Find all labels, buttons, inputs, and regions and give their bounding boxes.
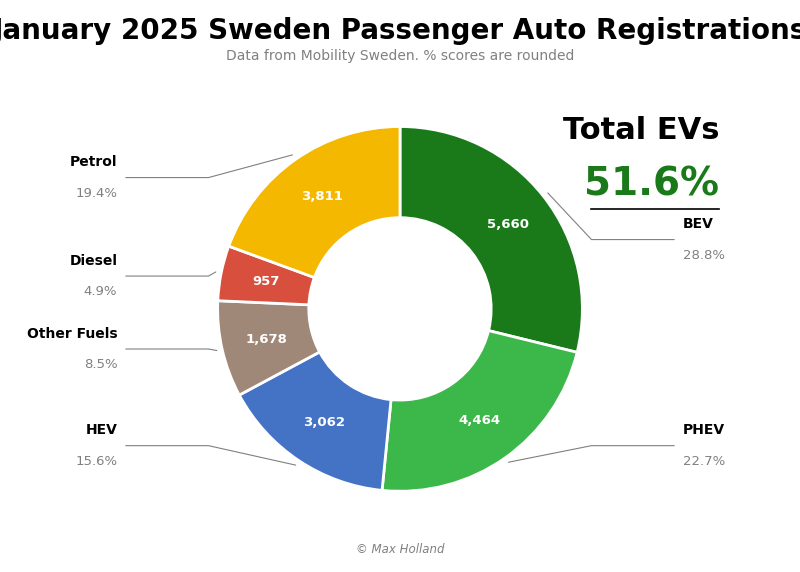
Text: January 2025 Sweden Passenger Auto Registrations: January 2025 Sweden Passenger Auto Regis… bbox=[0, 17, 800, 45]
Wedge shape bbox=[239, 352, 391, 490]
Text: 4.9%: 4.9% bbox=[84, 285, 118, 298]
Text: Petrol: Petrol bbox=[70, 155, 118, 169]
Text: PHEV: PHEV bbox=[682, 423, 725, 437]
Text: 1,678: 1,678 bbox=[246, 333, 287, 345]
Text: 15.6%: 15.6% bbox=[75, 455, 118, 468]
Text: 4,464: 4,464 bbox=[458, 414, 500, 427]
Text: 19.4%: 19.4% bbox=[75, 186, 118, 200]
Text: Total EVs: Total EVs bbox=[562, 116, 719, 145]
Text: 22.7%: 22.7% bbox=[682, 455, 725, 468]
Wedge shape bbox=[229, 126, 400, 277]
Text: 3,811: 3,811 bbox=[301, 190, 342, 203]
Text: Diesel: Diesel bbox=[70, 253, 118, 268]
Wedge shape bbox=[218, 246, 314, 305]
Text: 8.5%: 8.5% bbox=[84, 358, 118, 371]
Text: 3,062: 3,062 bbox=[303, 416, 345, 429]
Wedge shape bbox=[382, 331, 577, 491]
Text: 28.8%: 28.8% bbox=[682, 249, 725, 261]
Text: BEV: BEV bbox=[682, 217, 714, 231]
Wedge shape bbox=[400, 126, 582, 352]
Text: Other Fuels: Other Fuels bbox=[26, 327, 118, 340]
Text: 957: 957 bbox=[252, 276, 279, 288]
Text: Data from Mobility Sweden. % scores are rounded: Data from Mobility Sweden. % scores are … bbox=[226, 49, 574, 62]
Text: 5,660: 5,660 bbox=[486, 218, 529, 231]
Wedge shape bbox=[218, 301, 320, 395]
Text: 51.6%: 51.6% bbox=[584, 166, 719, 204]
Text: © Max Holland: © Max Holland bbox=[356, 543, 444, 556]
Text: HEV: HEV bbox=[86, 423, 118, 437]
